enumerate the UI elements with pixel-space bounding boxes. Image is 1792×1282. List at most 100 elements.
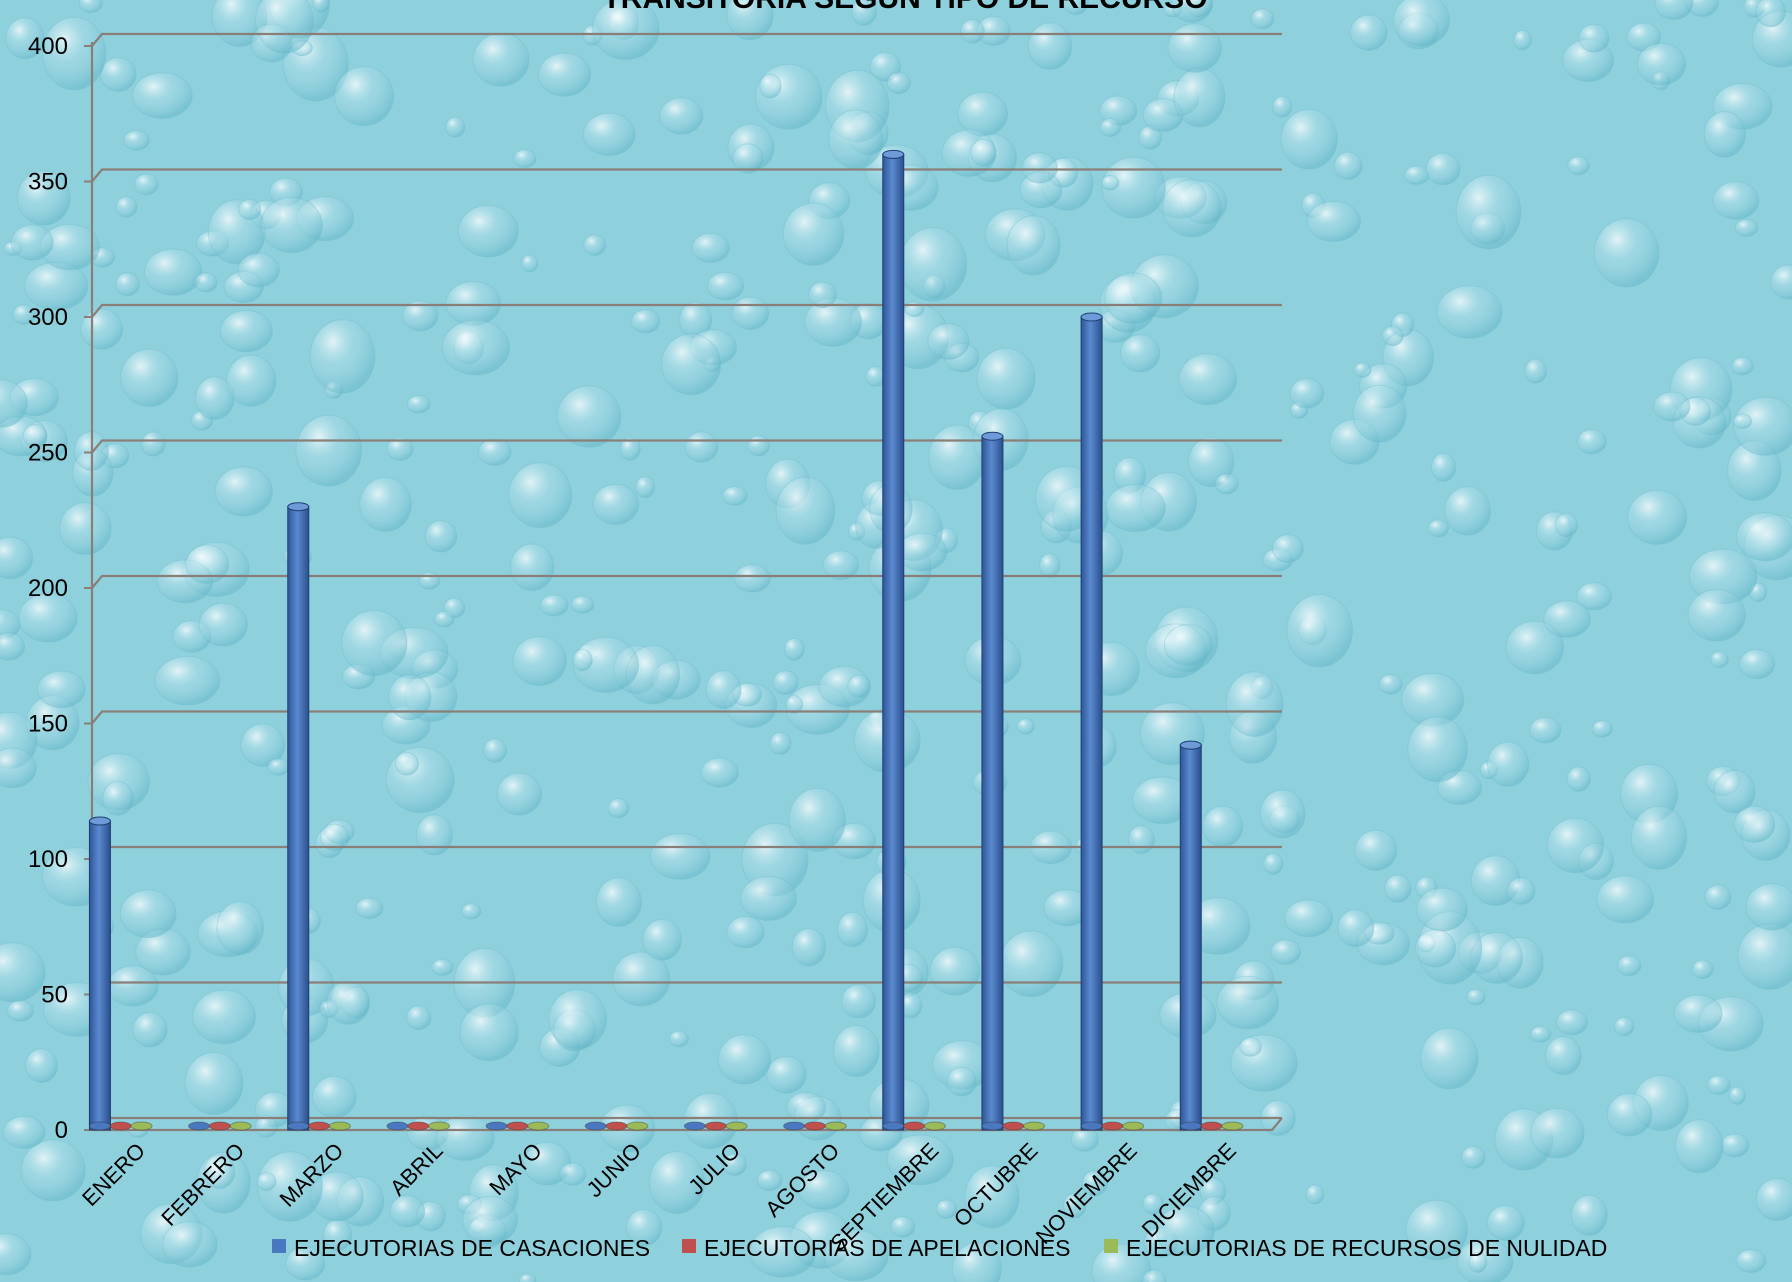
water-drop xyxy=(1576,428,1607,455)
water-drop xyxy=(326,980,370,1025)
water-drop xyxy=(896,532,948,572)
water-drop xyxy=(457,204,519,258)
water-drop xyxy=(509,543,555,591)
water-drop xyxy=(508,462,573,529)
water-drop xyxy=(1732,413,1753,429)
water-drop xyxy=(726,915,765,949)
bar xyxy=(683,1121,706,1131)
water-drop xyxy=(5,17,45,60)
legend-label: EJECUTORIAS DE CASACIONES xyxy=(294,1235,650,1261)
water-drop xyxy=(477,438,512,466)
water-drop xyxy=(1062,1193,1087,1219)
water-drop xyxy=(1202,805,1244,848)
bar xyxy=(328,1121,351,1131)
water-drop xyxy=(1593,218,1660,288)
water-drop xyxy=(642,918,682,961)
water-drop xyxy=(20,1139,86,1202)
water-drop xyxy=(406,1005,432,1031)
water-drop xyxy=(16,170,71,226)
water-drop xyxy=(1755,0,1786,28)
water-drop xyxy=(786,1091,827,1124)
water-drop xyxy=(1712,181,1760,220)
water-drop xyxy=(1225,671,1284,737)
bar xyxy=(308,1121,331,1131)
water-drop xyxy=(1305,1184,1325,1205)
y-tick-label: 250 xyxy=(28,440,68,467)
legend-item: EJECUTORIAS DE APELACIONES xyxy=(682,1235,1070,1261)
water-drop xyxy=(1566,766,1591,792)
bar xyxy=(109,1121,132,1131)
water-drop xyxy=(1691,959,1714,980)
water-drop xyxy=(1349,14,1388,51)
water-drop xyxy=(184,1051,244,1116)
legend-swatch xyxy=(1104,1239,1118,1253)
water-drop xyxy=(1270,939,1302,965)
water-drop xyxy=(132,1012,168,1048)
water-drop xyxy=(226,354,277,407)
water-drop xyxy=(1021,152,1058,184)
bar xyxy=(188,1121,211,1131)
water-drop xyxy=(1704,884,1732,910)
water-drop xyxy=(1529,716,1562,744)
water-drop xyxy=(1734,218,1759,237)
bar xyxy=(287,502,310,1131)
legend-swatch xyxy=(682,1239,696,1253)
water-drop xyxy=(747,434,771,457)
water-drop xyxy=(434,610,455,628)
water-drop xyxy=(782,202,845,266)
water-drop xyxy=(355,897,384,920)
y-tick-label: 150 xyxy=(28,711,68,738)
water-drop xyxy=(886,1134,954,1186)
water-drop xyxy=(1617,955,1642,977)
water-drop xyxy=(706,271,745,301)
water-drop xyxy=(312,1075,357,1119)
water-drop xyxy=(140,431,166,457)
water-drop xyxy=(1720,1133,1750,1158)
water-drop xyxy=(386,436,414,461)
water-drop xyxy=(1703,111,1746,158)
water-drop xyxy=(899,227,968,302)
water-drop xyxy=(1155,1205,1215,1256)
water-drop xyxy=(1214,473,1239,495)
water-drop xyxy=(461,903,482,920)
water-drop xyxy=(1171,0,1213,23)
water-drop xyxy=(1272,95,1293,118)
y-tick-label: 400 xyxy=(28,33,68,60)
water-drop xyxy=(1613,1016,1635,1037)
water-drop xyxy=(1755,1178,1792,1222)
water-drop xyxy=(1250,8,1275,30)
water-drop xyxy=(847,674,871,698)
water-drop xyxy=(134,173,159,196)
water-drop xyxy=(1407,716,1468,783)
water-drop xyxy=(295,414,363,487)
water-drop xyxy=(1099,118,1122,137)
water-drop xyxy=(319,823,350,852)
water-drop xyxy=(731,296,770,331)
water-drop xyxy=(1381,325,1404,347)
water-drop xyxy=(441,319,510,376)
water-drop xyxy=(1653,391,1691,422)
bars xyxy=(88,149,1244,1131)
water-drop xyxy=(1706,1075,1731,1096)
water-drop xyxy=(520,254,539,273)
water-drop xyxy=(1506,877,1536,905)
water-drop xyxy=(256,1151,323,1222)
bar xyxy=(903,1121,926,1131)
water-drop xyxy=(649,833,711,880)
water-drop xyxy=(612,951,671,1007)
water-drop xyxy=(132,72,193,119)
water-drop xyxy=(1239,1036,1262,1057)
water-drop xyxy=(1378,673,1403,695)
water-drop xyxy=(661,333,722,396)
water-drop xyxy=(120,348,179,407)
water-drop xyxy=(1736,512,1792,562)
water-drop xyxy=(1596,875,1655,924)
water-drop xyxy=(1544,1036,1582,1076)
water-drop xyxy=(1770,264,1792,300)
water-drop xyxy=(1529,1025,1552,1043)
water-drop xyxy=(1420,1027,1479,1090)
water-drop xyxy=(772,670,799,696)
water-drop xyxy=(24,261,89,311)
bar xyxy=(783,1121,806,1131)
